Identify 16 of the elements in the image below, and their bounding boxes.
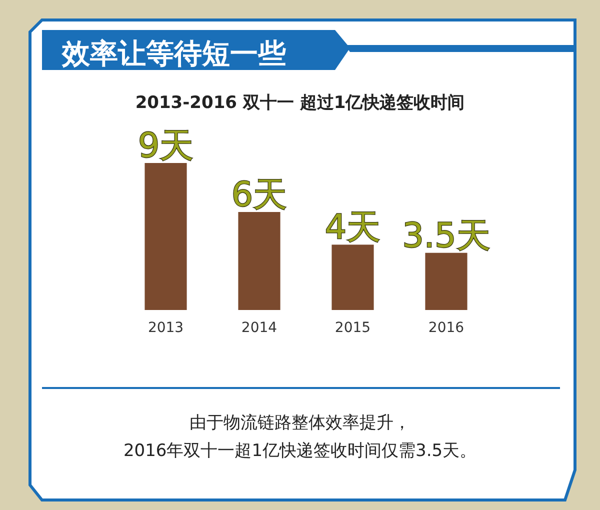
data-label: 9天 <box>138 126 194 166</box>
bar <box>332 244 374 310</box>
bar <box>144 163 187 310</box>
bar <box>238 212 280 310</box>
data-label: 3.5天 <box>402 216 490 256</box>
x-tick-label: 2015 <box>334 320 371 336</box>
text: 由于物流链路整体效率提升， <box>190 413 410 433</box>
data-label: 6天 <box>231 175 288 215</box>
chart-title: 效率让等待短一些 <box>61 37 286 70</box>
chart-subtitle: 2013-2016 双十一 超过1亿快递签收时间 <box>135 93 465 113</box>
data-label: 4天 <box>324 208 381 248</box>
bar <box>425 252 468 310</box>
x-tick-label: 2016 <box>428 320 464 336</box>
x-tick-label: 2013 <box>148 320 184 336</box>
text: 2016年双十一超1亿快递签收时间仅需3.5天。 <box>123 441 477 461</box>
x-tick-label: 2014 <box>241 320 278 336</box>
